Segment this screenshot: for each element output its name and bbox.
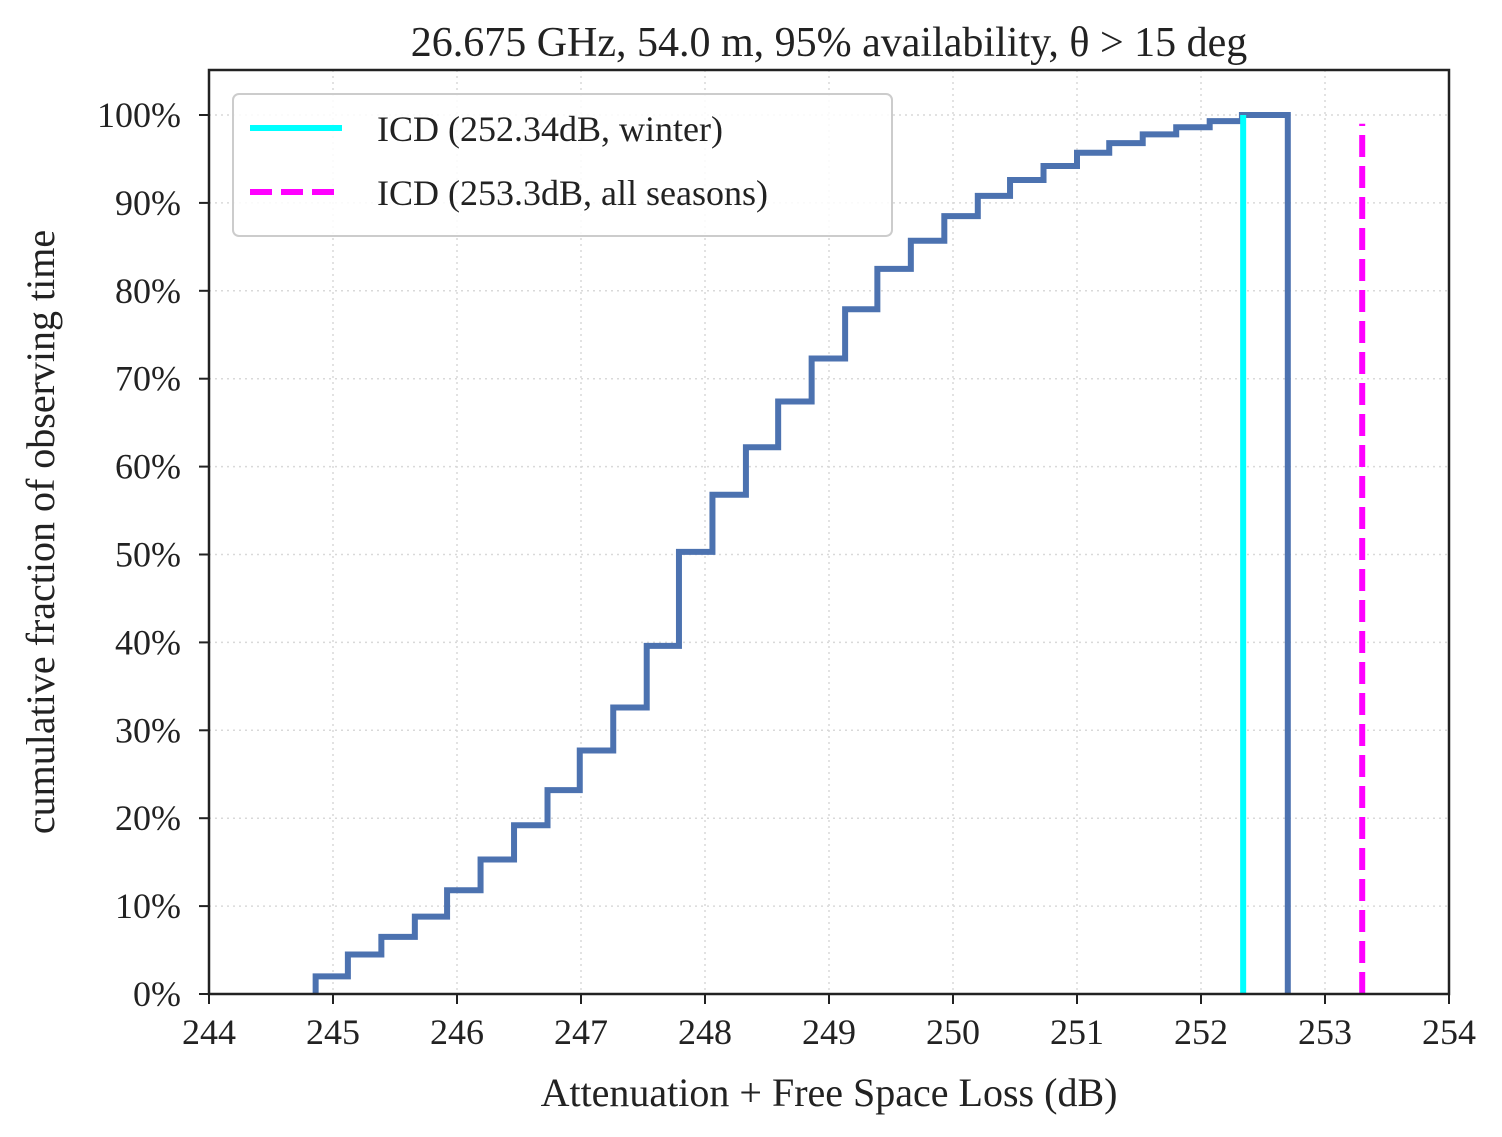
y-tick-label-6: 60% — [115, 447, 181, 487]
x-tick-label-9: 253 — [1298, 1012, 1352, 1052]
x-tick-label-10: 254 — [1422, 1012, 1476, 1052]
y-tick-label-9: 90% — [115, 183, 181, 223]
y-tick-label-7: 70% — [115, 359, 181, 399]
legend: ICD (252.34dB, winter) ICD (253.3dB, all… — [232, 93, 893, 237]
y-tick-label-10: 100% — [97, 95, 181, 135]
x-tick-label-0: 244 — [182, 1012, 236, 1052]
x-tick-label-2: 246 — [430, 1012, 484, 1052]
x-tick-label-3: 247 — [554, 1012, 608, 1052]
legend-label-all-seasons: ICD (253.3dB, all seasons) — [377, 173, 768, 213]
x-tick-label-8: 252 — [1174, 1012, 1228, 1052]
y-tick-label-5: 50% — [115, 535, 181, 575]
x-tick-label-7: 251 — [1050, 1012, 1104, 1052]
chart-title: 26.675 GHz, 54.0 m, 95% availability, θ … — [411, 20, 1248, 66]
y-tick-label-1: 10% — [115, 886, 181, 926]
y-tick-label-3: 30% — [115, 710, 181, 750]
y-axis-ticks: 0% 10% 20% 30% 40% 50% 60% 70% 80% 90% 100% — [97, 95, 209, 1014]
y-tick-label-0: 0% — [133, 974, 181, 1014]
y-tick-label-2: 20% — [115, 798, 181, 838]
x-axis-title: Attenuation + Free Space Loss (dB) — [541, 1070, 1118, 1115]
series-layer — [312, 112, 1366, 994]
x-tick-label-6: 250 — [926, 1012, 980, 1052]
legend-label-winter: ICD (252.34dB, winter) — [377, 109, 723, 149]
x-tick-label-1: 245 — [306, 1012, 360, 1052]
y-tick-label-4: 40% — [115, 622, 181, 662]
x-tick-label-5: 249 — [802, 1012, 856, 1052]
legend-box — [232, 93, 893, 237]
x-axis-ticks: 244 245 246 247 248 249 250 251 252 253 254 — [182, 994, 1476, 1052]
y-tick-label-8: 80% — [115, 271, 181, 311]
cdf-step-line — [312, 112, 1291, 994]
y-axis-title: cumulative fraction of observing time — [18, 230, 63, 834]
x-tick-label-4: 248 — [678, 1012, 732, 1052]
